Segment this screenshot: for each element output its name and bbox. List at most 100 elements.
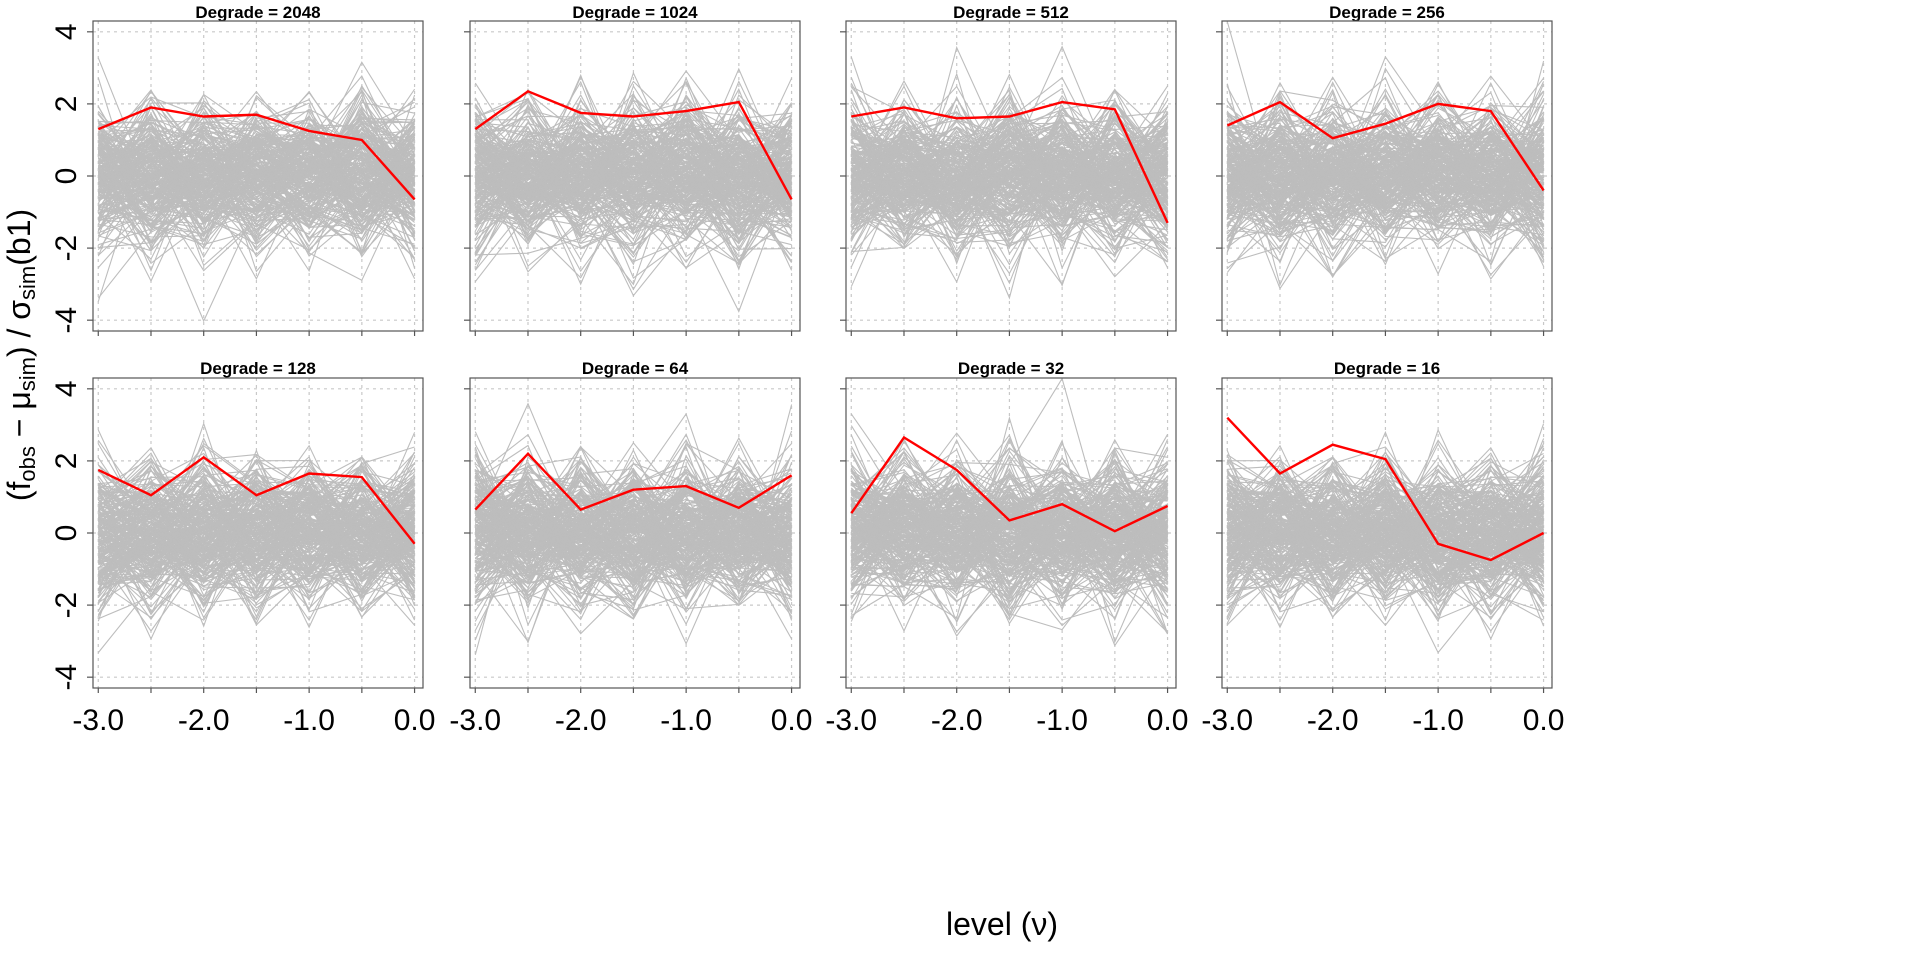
simulated-series-line — [98, 124, 416, 220]
simulated-series-line — [475, 513, 792, 542]
simulated-lines — [1226, 423, 1545, 654]
simulated-series-line — [851, 471, 1169, 572]
simulated-series-line — [851, 448, 1169, 611]
y-tick-label: -2 — [50, 235, 83, 262]
simulated-series-line — [475, 487, 793, 574]
simulated-series-line — [1226, 487, 1545, 598]
observed-series-line — [1226, 100, 1545, 192]
observed-series-line — [851, 100, 1169, 224]
simulated-series-line — [1227, 517, 1544, 602]
simulated-series-line — [475, 478, 792, 548]
y-tick-label: 0 — [50, 168, 83, 185]
simulated-series-line — [1226, 105, 1544, 243]
simulated-series-line — [474, 130, 793, 250]
simulated-lines — [97, 57, 416, 323]
simulated-series-line — [475, 158, 792, 222]
simulated-series-line — [474, 465, 793, 606]
simulated-series-line — [850, 124, 1169, 205]
simulated-series-line — [98, 487, 415, 585]
simulated-series-line — [97, 130, 416, 231]
simulated-series-line — [851, 487, 1168, 543]
simulated-series-line — [474, 128, 792, 206]
simulated-series-line — [1226, 472, 1544, 579]
simulated-series-line — [851, 135, 1169, 213]
simulated-series-line — [97, 485, 415, 570]
simulated-series-line — [475, 455, 793, 568]
simulated-series-line — [851, 135, 1169, 232]
x-axis-label: level (ν) — [946, 906, 1058, 942]
simulated-series-line — [98, 497, 415, 595]
simulated-series-line — [475, 161, 792, 238]
simulated-series-line — [1226, 174, 1544, 238]
x-tick-label: 0.0 — [1523, 704, 1565, 737]
simulated-series-line — [97, 471, 415, 597]
simulated-series-line — [98, 126, 415, 198]
x-tick-label: -2.0 — [931, 704, 983, 737]
simulated-series-line — [98, 483, 415, 599]
simulated-series-line — [97, 451, 416, 622]
simulated-series-line — [851, 118, 1168, 213]
simulated-series-line — [851, 141, 1169, 215]
simulated-series-line — [475, 118, 793, 271]
simulated-series-line — [97, 491, 416, 603]
simulated-series-line — [474, 112, 792, 236]
simulated-series-line — [97, 502, 415, 608]
simulated-series-line — [474, 444, 792, 620]
panel-title: Degrade = 512 — [953, 3, 1069, 22]
simulated-series-line — [851, 108, 1169, 241]
simulated-series-line — [1227, 519, 1544, 563]
simulated-series-line — [1226, 95, 1544, 197]
simulated-series-line — [475, 479, 792, 535]
simulated-series-line — [850, 492, 1168, 581]
simulated-series-line — [851, 115, 1169, 245]
simulated-series-line — [850, 511, 1168, 598]
simulated-series-line — [98, 155, 415, 208]
observed-series-line — [97, 106, 416, 201]
simulated-series-line — [1226, 478, 1545, 583]
simulated-series-line — [474, 122, 793, 213]
y-tick-label: 4 — [50, 380, 83, 397]
simulated-series-line — [1227, 155, 1545, 221]
simulated-series-line — [850, 434, 1169, 607]
simulated-series-line — [98, 133, 416, 198]
simulated-series-line — [98, 112, 416, 222]
simulated-series-line — [475, 505, 792, 574]
simulated-series-line — [1227, 491, 1545, 588]
simulated-series-line — [1226, 479, 1545, 602]
simulated-series-line — [97, 492, 416, 586]
x-tick-label: -1.0 — [1412, 704, 1464, 737]
simulated-series-line — [475, 512, 792, 621]
simulated-series-line — [475, 122, 792, 245]
simulated-series-line — [475, 508, 792, 576]
simulated-series-line — [1226, 511, 1545, 629]
simulated-series-line — [475, 130, 793, 212]
simulated-series-line — [98, 485, 415, 575]
simulated-series-line — [474, 134, 792, 246]
simulated-series-line — [97, 464, 416, 653]
simulated-series-line — [475, 511, 792, 586]
simulated-series-line — [475, 514, 792, 562]
simulated-lines — [474, 67, 793, 313]
simulated-series-line — [98, 492, 415, 620]
simulated-series-line — [850, 475, 1168, 616]
panel-8: Degrade = 16 -3.0 -2.0 -1.0 0.0 — [1201, 359, 1564, 737]
simulated-lines — [474, 402, 793, 656]
simulated-series-line — [98, 98, 416, 233]
simulated-series-line — [97, 134, 415, 259]
simulated-series-line — [475, 98, 793, 264]
observed-series-line — [97, 455, 416, 545]
simulated-series-line — [1227, 113, 1544, 198]
simulated-series-line — [475, 176, 792, 220]
simulated-series-line — [851, 132, 1169, 194]
simulated-series-line — [98, 168, 415, 228]
panel-5: Degrade = 128 -3.0 -2.0 -1.0 0.0 — [72, 359, 435, 737]
panel-4: Degrade = 256 — [1216, 3, 1553, 336]
simulated-series-line — [1226, 126, 1544, 215]
simulated-series-line — [98, 161, 415, 248]
simulated-series-line — [475, 114, 792, 218]
simulated-series-line — [1226, 130, 1544, 205]
simulated-series-line — [1226, 118, 1545, 258]
simulated-series-line — [851, 88, 1169, 253]
simulated-series-line — [475, 125, 792, 240]
y-tick-label: -4 — [50, 307, 83, 334]
